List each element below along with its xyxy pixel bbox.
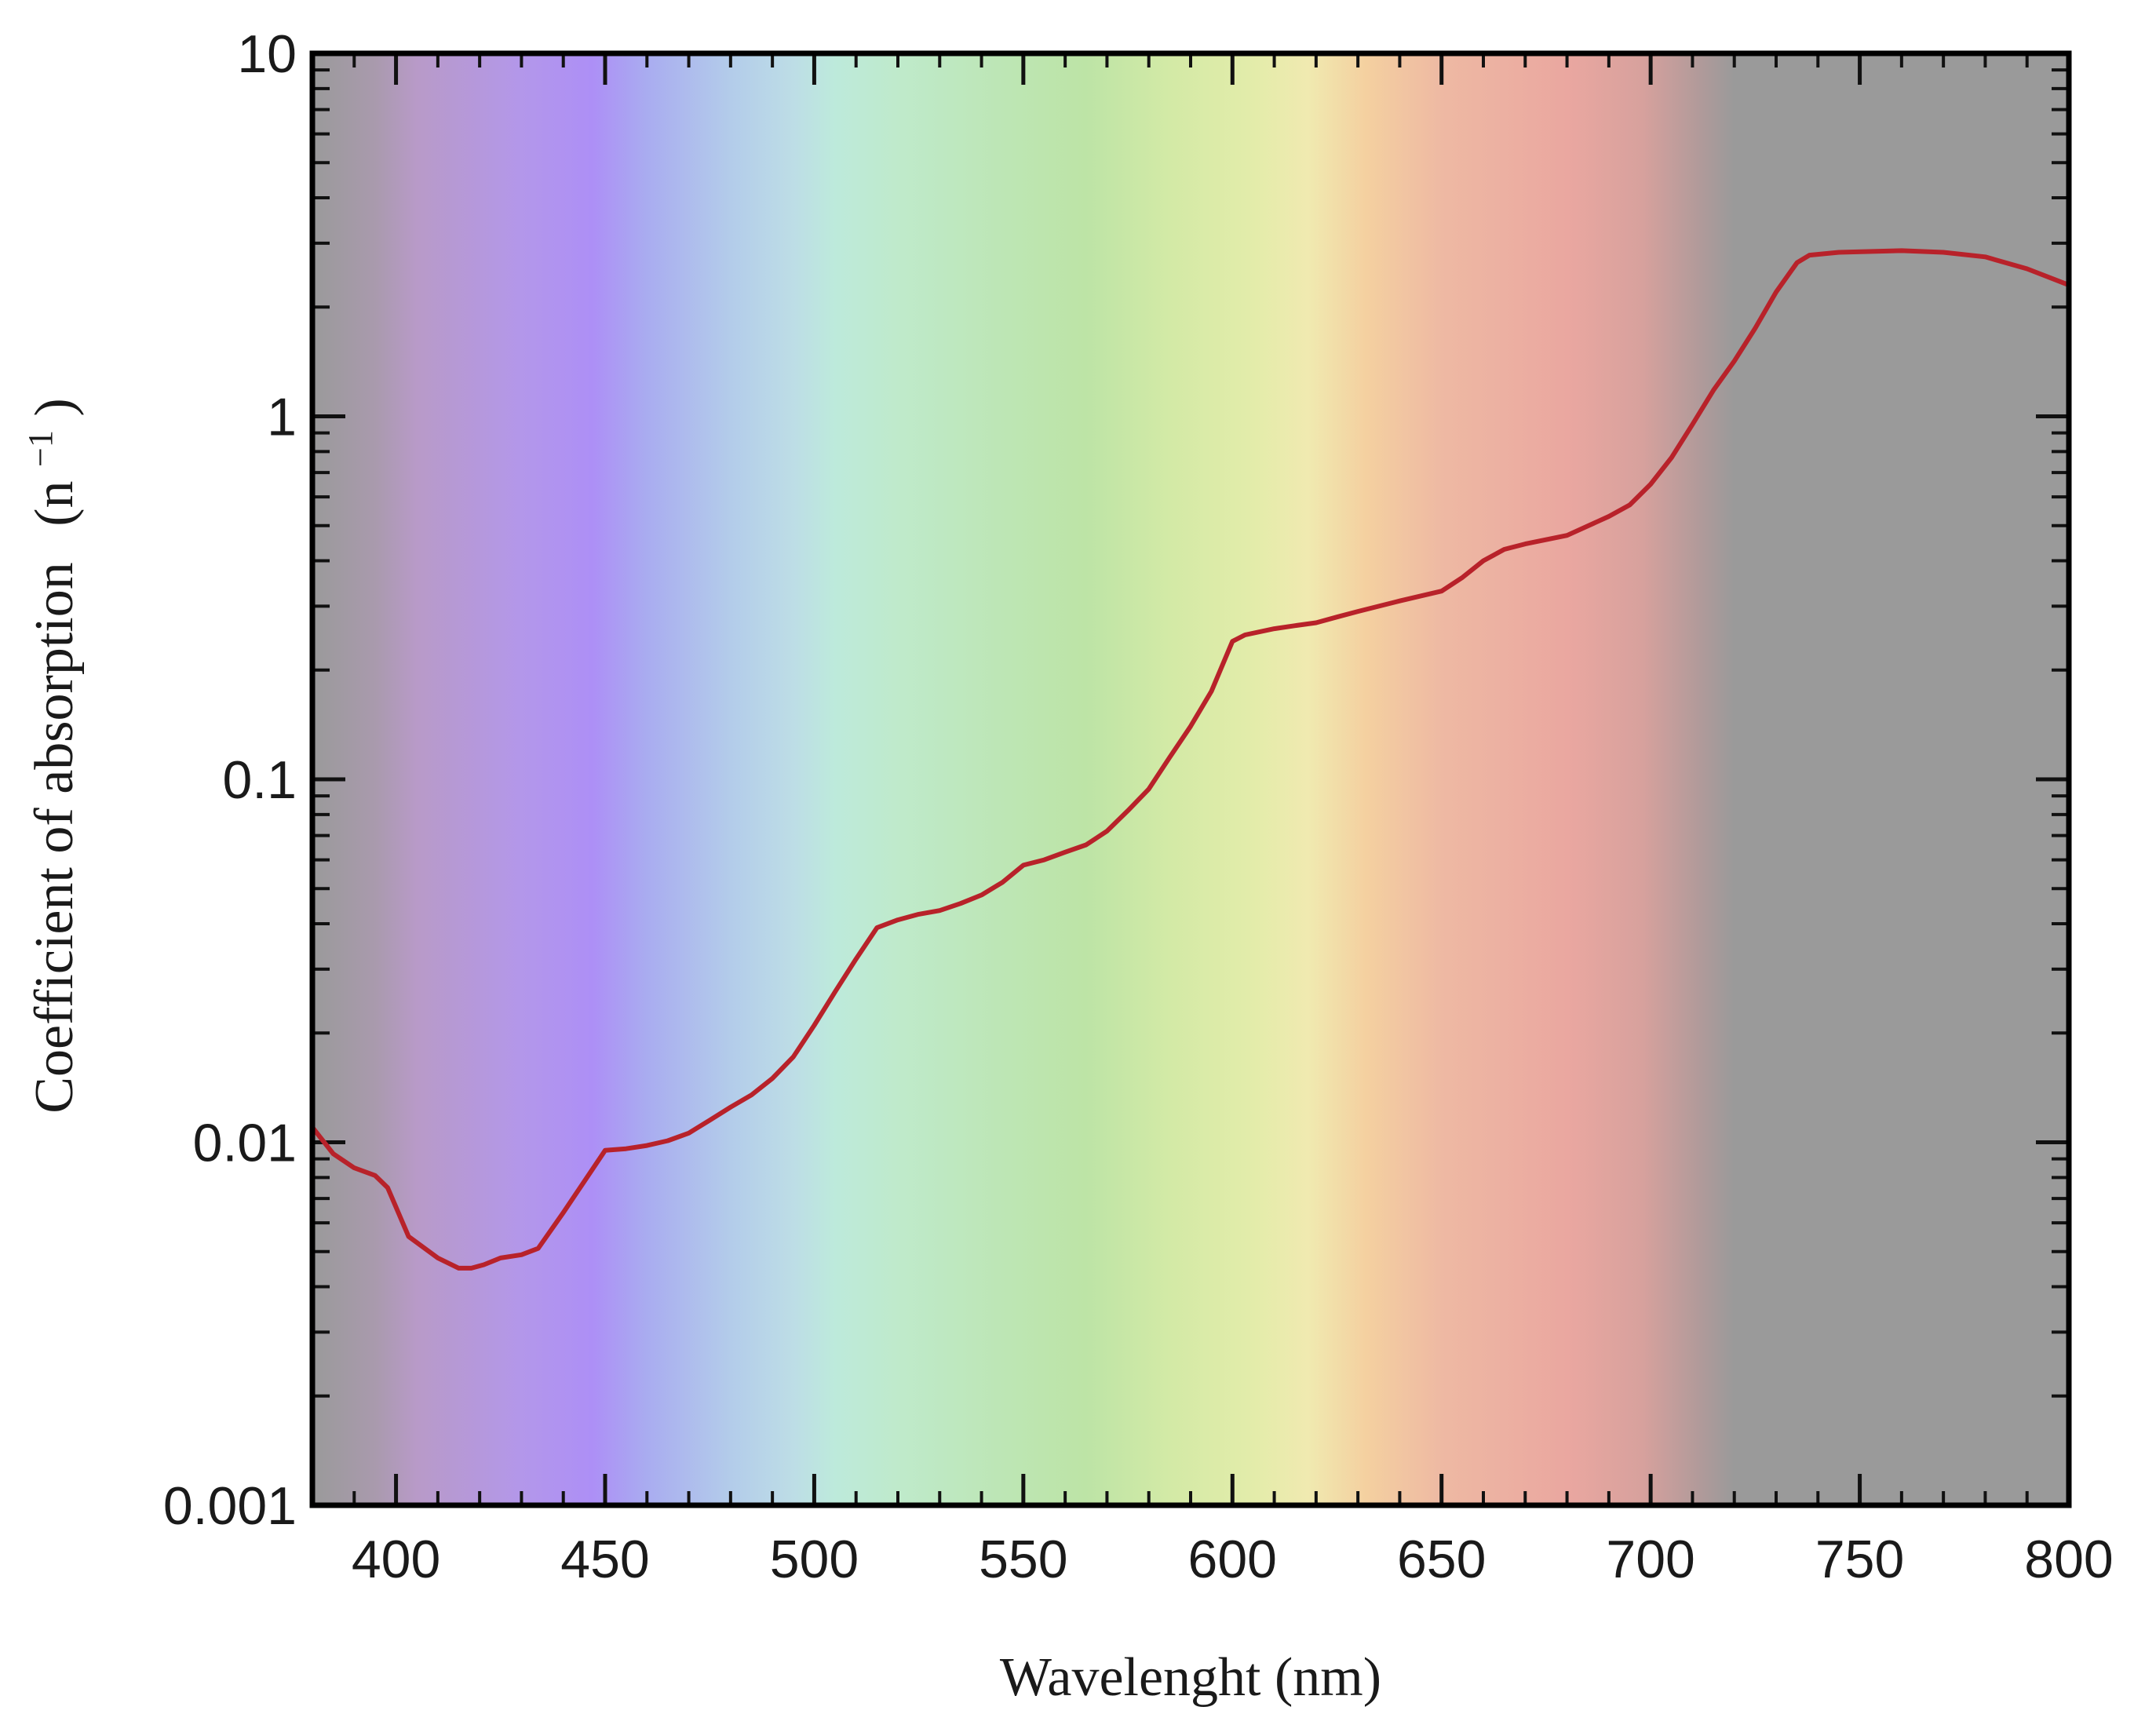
y-axis-title-text: Coefficient of absorption <box>24 562 85 1113</box>
y-axis-title-unit: (n <box>24 480 85 526</box>
x-tick-label: 450 <box>560 1530 649 1589</box>
y-tick-label: 1 <box>267 388 297 447</box>
axis-ticks <box>312 51 2071 1508</box>
x-tick-label: 400 <box>352 1530 440 1589</box>
x-tick-labels: 400 450 500 550 600 650 700 750 800 <box>352 1530 2114 1589</box>
y-axis-title: Coefficient of absorption (n −1 ) <box>4 398 85 1113</box>
x-tick-label: 650 <box>1397 1530 1486 1589</box>
x-tick-label: 550 <box>979 1530 1067 1589</box>
y-axis-title-unit-close: ) <box>24 398 85 416</box>
x-tick-label: 800 <box>2024 1530 2113 1589</box>
plot-frame <box>309 50 2072 1508</box>
y-tick-label: 0.01 <box>193 1114 297 1173</box>
y-tick-label: 0.001 <box>163 1476 297 1536</box>
spectrum-background <box>312 53 2069 1505</box>
x-tick-label: 750 <box>1815 1530 1904 1589</box>
y-tick-labels: 0.001 0.01 0.1 1 10 <box>163 24 297 1536</box>
x-tick-label: 500 <box>770 1530 859 1589</box>
y-tick-label: 10 <box>237 24 297 84</box>
x-tick-label: 600 <box>1188 1530 1277 1589</box>
y-axis-title-unit-exponent: −1 <box>21 430 60 467</box>
x-axis-title: Wavelenght (nm) <box>1000 1647 1381 1708</box>
x-tick-label: 700 <box>1606 1530 1694 1589</box>
series-line <box>310 248 2071 1271</box>
y-tick-label: 0.1 <box>222 750 297 810</box>
